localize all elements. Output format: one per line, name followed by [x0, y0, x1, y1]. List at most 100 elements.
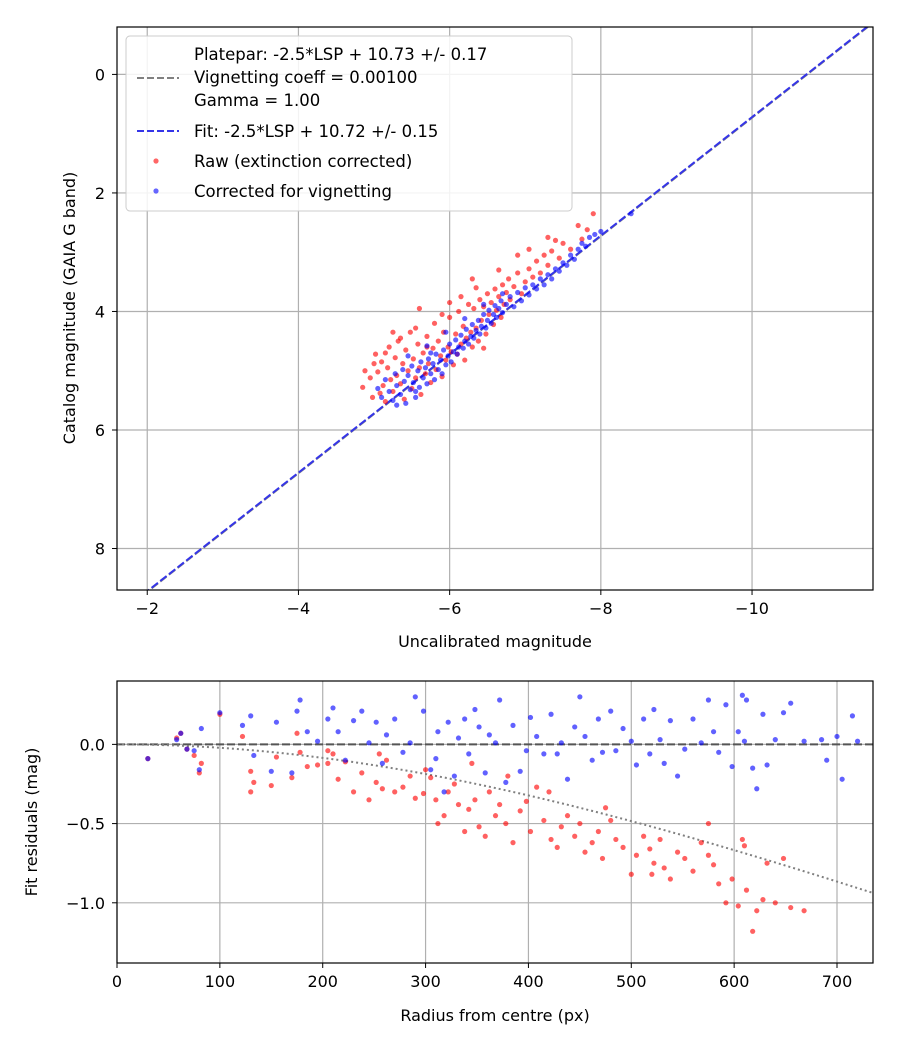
- data-point: [541, 751, 547, 757]
- data-point: [379, 760, 385, 766]
- data-point: [366, 740, 372, 746]
- data-point: [441, 789, 447, 795]
- data-point: [314, 738, 321, 744]
- data-point: [416, 384, 422, 390]
- data-point: [613, 748, 619, 754]
- data-point: [754, 908, 760, 914]
- data-point: [400, 366, 406, 373]
- data-point: [383, 732, 390, 738]
- data-point: [304, 729, 310, 735]
- data-point: [443, 362, 449, 368]
- data-point: [572, 833, 578, 839]
- data-point: [628, 871, 634, 877]
- data-point: [556, 255, 562, 261]
- data-point: [620, 844, 626, 850]
- data-point: [710, 862, 717, 868]
- data-point: [409, 363, 415, 369]
- data-point: [705, 852, 712, 858]
- top-x-tick-label: −10: [735, 599, 769, 618]
- data-point: [582, 733, 588, 740]
- data-point: [667, 876, 673, 882]
- bottom-x-tick-label: 200: [307, 972, 338, 991]
- data-point: [420, 790, 427, 797]
- data-point: [518, 298, 525, 304]
- data-point: [647, 751, 653, 757]
- data-point: [472, 706, 478, 713]
- legend-raw-marker: [153, 158, 159, 164]
- data-point: [854, 738, 861, 744]
- legend-corrected-text: Corrected for vignetting: [194, 182, 392, 201]
- data-point: [651, 860, 657, 866]
- data-point: [447, 341, 453, 347]
- data-point: [397, 335, 404, 341]
- data-point: [558, 740, 564, 746]
- data-point: [469, 321, 475, 328]
- data-point: [425, 361, 432, 367]
- data-point: [496, 267, 502, 273]
- data-point: [537, 270, 543, 276]
- data-point: [289, 770, 295, 776]
- data-point: [515, 270, 521, 276]
- data-point: [439, 311, 445, 318]
- data-point: [598, 228, 604, 235]
- data-point: [388, 377, 394, 383]
- data-point: [764, 762, 770, 768]
- data-point: [451, 781, 457, 787]
- data-point: [801, 908, 807, 914]
- data-point: [437, 357, 444, 363]
- data-point: [560, 240, 566, 246]
- data-point: [198, 725, 204, 732]
- data-point: [527, 714, 534, 721]
- top-series-raw: [360, 211, 596, 405]
- data-point: [549, 276, 555, 282]
- bottom-reference-lines: [117, 743, 873, 894]
- data-point: [527, 828, 534, 835]
- top-y-tick-label: 2: [95, 184, 105, 203]
- data-point: [690, 716, 696, 722]
- data-point: [750, 765, 756, 771]
- top-x-tick-label: −8: [589, 599, 613, 618]
- data-point: [698, 840, 704, 846]
- data-point: [422, 767, 429, 773]
- data-point: [372, 351, 379, 357]
- top-ticks: −2 −4 −6 −8 −10 0 2 4 6 8: [95, 65, 769, 618]
- data-point: [366, 797, 372, 803]
- data-point: [497, 697, 503, 703]
- data-point: [335, 729, 341, 735]
- bottom-y-tick-label: 0.0: [80, 735, 105, 754]
- data-point: [729, 876, 735, 882]
- data-point: [191, 748, 197, 754]
- data-point: [661, 760, 667, 766]
- bottom-x-tick-label: 400: [513, 972, 544, 991]
- data-point: [445, 353, 451, 359]
- data-point: [392, 716, 398, 722]
- data-point: [511, 283, 517, 290]
- data-point: [462, 338, 468, 344]
- data-point: [450, 349, 457, 355]
- legend-platepar-text: Platepar: -2.5*LSP + 10.73 +/- 0.17: [194, 45, 487, 64]
- top-y-tick-label: 8: [95, 540, 105, 559]
- data-point: [608, 817, 614, 824]
- data-point: [386, 344, 392, 350]
- data-point: [456, 344, 462, 350]
- data-point: [780, 710, 787, 716]
- data-point: [572, 724, 578, 730]
- data-point: [723, 702, 729, 708]
- data-point: [503, 779, 509, 785]
- legend-gamma-text: Gamma = 1.00: [194, 91, 320, 110]
- data-point: [530, 282, 536, 288]
- data-point: [413, 394, 419, 400]
- data-point: [430, 361, 436, 367]
- data-point: [657, 737, 663, 743]
- data-point: [145, 756, 151, 762]
- data-point: [440, 347, 447, 353]
- data-point: [447, 299, 453, 306]
- data-point: [415, 341, 421, 347]
- data-point: [447, 314, 453, 320]
- data-point: [386, 388, 392, 395]
- data-point: [534, 784, 540, 790]
- data-point: [682, 855, 688, 862]
- data-point: [558, 824, 564, 830]
- data-point: [472, 797, 478, 803]
- data-point: [716, 881, 722, 887]
